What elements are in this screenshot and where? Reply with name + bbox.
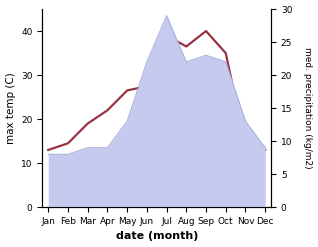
X-axis label: date (month): date (month) [115, 231, 198, 242]
Y-axis label: max temp (C): max temp (C) [5, 72, 16, 144]
Y-axis label: med. precipitation (kg/m2): med. precipitation (kg/m2) [303, 47, 313, 169]
